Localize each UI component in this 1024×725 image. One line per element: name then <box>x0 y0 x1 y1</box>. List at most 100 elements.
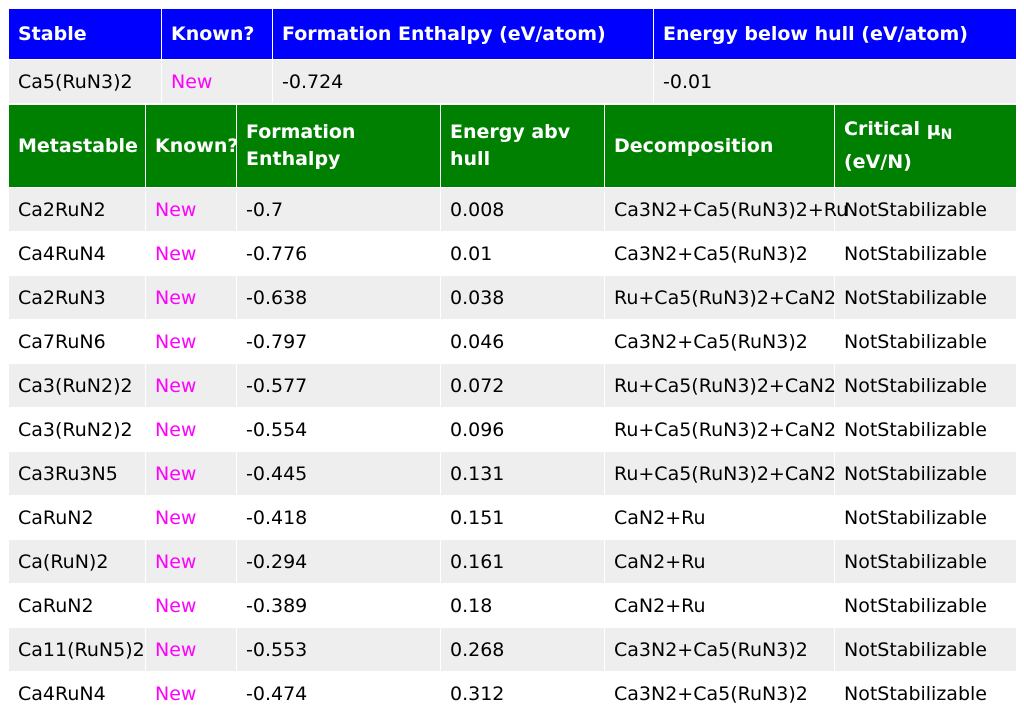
critical-cell: NotStabilizable <box>834 319 1017 364</box>
stable-header-enthalpy: Formation Enthalpy (eV/atom) <box>272 8 654 60</box>
decomposition-cell: Ca3N2+Ca5(RuN3)2 <box>604 319 835 364</box>
decomposition-cell: Ru+Ca5(RuN3)2+CaN2 <box>604 363 836 408</box>
hull-cell: 0.151 <box>440 495 605 540</box>
critical-cell: NotStabilizable <box>834 583 1017 628</box>
critical-mu-label: Critical μ <box>844 118 941 140</box>
metastable-header-enthalpy: Formation Enthalpy <box>236 104 441 188</box>
decomposition-cell: Ca3N2+Ca5(RuN3)2+Ru <box>604 187 848 232</box>
formula-cell: Ca2RuN3 <box>8 275 146 320</box>
table-row: Ca11(RuN5)2 New -0.553 0.268 Ca3N2+Ca5(RuN3)… <box>8 627 1017 672</box>
critical-cell: NotStabilizable <box>834 671 1017 716</box>
metastable-table: Metastable Known? Formation Enthalpy Ene… <box>8 104 1017 716</box>
metastable-header-hull: Energy abv hull <box>440 104 605 188</box>
known-cell: New <box>145 187 237 232</box>
enthalpy-cell: -0.294 <box>236 539 441 584</box>
formula-cell: Ca3(RuN2)2 <box>8 407 146 452</box>
known-cell: New <box>145 627 237 672</box>
decomposition-cell: CaN2+Ru <box>604 539 835 584</box>
critical-cell: NotStabilizable <box>834 627 1017 672</box>
formula-cell: Ca4RuN4 <box>8 231 146 276</box>
enthalpy-cell: -0.418 <box>236 495 441 540</box>
enthalpy-cell: -0.553 <box>236 627 441 672</box>
decomposition-cell: Ru+Ca5(RuN3)2+CaN2 <box>604 407 836 452</box>
hull-cell: 0.038 <box>440 275 605 320</box>
stable-enthalpy: -0.724 <box>272 59 654 104</box>
enthalpy-cell: -0.638 <box>236 275 441 320</box>
critical-cell: NotStabilizable <box>834 407 1017 452</box>
table-row: CaRuN2 New -0.418 0.151 CaN2+Ru NotStabilizab… <box>8 495 1017 540</box>
known-cell: New <box>145 583 237 628</box>
metastable-header-formula: Metastable <box>8 104 146 188</box>
table-row: Ca2RuN2 New -0.7 0.008 Ca3N2+Ca5(RuN3)2+Ru No… <box>8 187 1017 232</box>
formula-cell: Ca3Ru3N5 <box>8 451 146 496</box>
hull-cell: 0.046 <box>440 319 605 364</box>
metastable-body: Ca2RuN2 New -0.7 0.008 Ca3N2+Ca5(RuN3)2+Ru No… <box>8 187 1017 716</box>
stable-header-formula: Stable <box>8 8 162 60</box>
stable-formula: Ca5(RuN3)2 <box>8 59 162 104</box>
critical-cell: NotStabilizable <box>834 231 1017 276</box>
critical-cell: NotStabilizable <box>834 495 1017 540</box>
decomposition-cell: Ru+Ca5(RuN3)2+CaN2 <box>604 451 836 496</box>
table-row: Ca3Ru3N5 New -0.445 0.131 Ru+Ca5(RuN3)2+CaN2… <box>8 451 1017 496</box>
tables-container: Stable Known? Formation Enthalpy (eV/ato… <box>8 8 1017 716</box>
decomposition-cell: Ca3N2+Ca5(RuN3)2 <box>604 671 835 716</box>
table-row: Ca7RuN6 New -0.797 0.046 Ca3N2+Ca5(RuN3)2 Not… <box>8 319 1017 364</box>
enthalpy-cell: -0.797 <box>236 319 441 364</box>
known-cell: New <box>145 671 237 716</box>
formula-cell: CaRuN2 <box>8 495 146 540</box>
formula-cell: Ca7RuN6 <box>8 319 146 364</box>
known-cell: New <box>145 231 237 276</box>
critical-cell: NotStabilizable <box>834 275 1017 320</box>
hull-cell: 0.072 <box>440 363 605 408</box>
enthalpy-cell: -0.7 <box>236 187 441 232</box>
stable-known: New <box>161 59 273 104</box>
enthalpy-cell: -0.554 <box>236 407 441 452</box>
critical-mu-subscript: N <box>940 127 953 143</box>
decomposition-cell: Ca3N2+Ca5(RuN3)2 <box>604 627 835 672</box>
critical-cell: NotStabilizable <box>834 451 1017 496</box>
decomposition-cell: CaN2+Ru <box>604 495 835 540</box>
metastable-header-critical: Critical μN (eV/N) <box>834 104 1017 188</box>
known-cell: New <box>145 275 237 320</box>
known-cell: New <box>145 363 237 408</box>
enthalpy-cell: -0.474 <box>236 671 441 716</box>
known-cell: New <box>145 319 237 364</box>
formula-cell: Ca11(RuN5)2 <box>8 627 146 672</box>
enthalpy-cell: -0.776 <box>236 231 441 276</box>
decomposition-cell: CaN2+Ru <box>604 583 835 628</box>
metastable-header-row: Metastable Known? Formation Enthalpy Ene… <box>8 104 1017 188</box>
hull-cell: 0.268 <box>440 627 605 672</box>
known-cell: New <box>145 539 237 584</box>
table-row: CaRuN2 New -0.389 0.18 CaN2+Ru NotStabilizabl… <box>8 583 1017 628</box>
known-cell: New <box>145 451 237 496</box>
formula-cell: Ca3(RuN2)2 <box>8 363 146 408</box>
known-cell: New <box>145 407 237 452</box>
enthalpy-cell: -0.577 <box>236 363 441 408</box>
formula-cell: CaRuN2 <box>8 583 146 628</box>
hull-cell: 0.096 <box>440 407 605 452</box>
table-row: Ca3(RuN2)2 New -0.554 0.096 Ru+Ca5(RuN3)2+Ca… <box>8 407 1017 452</box>
stable-header-hull: Energy below hull (eV/atom) <box>653 8 1017 60</box>
stable-hull: -0.01 <box>653 59 1017 104</box>
stable-header-known: Known? <box>161 8 273 60</box>
formula-cell: Ca(RuN)2 <box>8 539 146 584</box>
table-row: Ca2RuN3 New -0.638 0.038 Ru+Ca5(RuN3)2+CaN2 N… <box>8 275 1017 320</box>
table-row: Ca4RuN4 New -0.776 0.01 Ca3N2+Ca5(RuN3)2 NotS… <box>8 231 1017 276</box>
hull-cell: 0.008 <box>440 187 605 232</box>
metastable-header-known: Known? <box>145 104 238 188</box>
hull-cell: 0.131 <box>440 451 605 496</box>
critical-unit-label: (eV/N) <box>844 151 912 173</box>
formula-cell: Ca2RuN2 <box>8 187 146 232</box>
hull-cell: 0.161 <box>440 539 605 584</box>
table-row: Ca(RuN)2 New -0.294 0.161 CaN2+Ru NotStabiliz… <box>8 539 1017 584</box>
stable-header-row: Stable Known? Formation Enthalpy (eV/ato… <box>8 8 1017 60</box>
known-cell: New <box>145 495 237 540</box>
table-row: Ca4RuN4 New -0.474 0.312 Ca3N2+Ca5(RuN3)2 Not… <box>8 671 1017 716</box>
hull-cell: 0.18 <box>440 583 605 628</box>
enthalpy-cell: -0.389 <box>236 583 441 628</box>
formula-cell: Ca4RuN4 <box>8 671 146 716</box>
stable-row: Ca5(RuN3)2 New -0.724 -0.01 <box>8 59 1017 104</box>
stable-table: Stable Known? Formation Enthalpy (eV/ato… <box>8 8 1017 104</box>
table-row: Ca3(RuN2)2 New -0.577 0.072 Ru+Ca5(RuN3)2+Ca… <box>8 363 1017 408</box>
hull-cell: 0.312 <box>440 671 605 716</box>
